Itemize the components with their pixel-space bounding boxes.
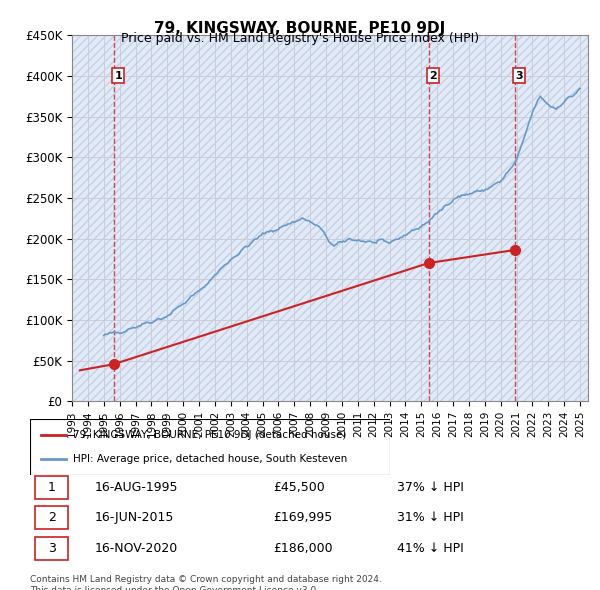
Text: 41% ↓ HPI: 41% ↓ HPI [397, 542, 464, 555]
Text: 37% ↓ HPI: 37% ↓ HPI [397, 481, 464, 494]
Text: 16-JUN-2015: 16-JUN-2015 [95, 511, 174, 525]
Bar [35, 537, 68, 560]
Text: 2: 2 [47, 511, 56, 525]
Text: Contains HM Land Registry data © Crown copyright and database right 2024.
This d: Contains HM Land Registry data © Crown c… [30, 575, 382, 590]
Text: 16-AUG-1995: 16-AUG-1995 [95, 481, 178, 494]
Bar [35, 476, 68, 499]
Text: 16-NOV-2020: 16-NOV-2020 [95, 542, 178, 555]
Text: 79, KINGSWAY, BOURNE, PE10 9DJ: 79, KINGSWAY, BOURNE, PE10 9DJ [154, 21, 446, 35]
Text: 1: 1 [115, 71, 122, 81]
Bar [35, 506, 68, 529]
Text: 79, KINGSWAY, BOURNE, PE10 9DJ (detached house): 79, KINGSWAY, BOURNE, PE10 9DJ (detached… [73, 430, 347, 440]
Text: £169,995: £169,995 [273, 511, 332, 525]
Text: HPI: Average price, detached house, South Kesteven: HPI: Average price, detached house, Sout… [73, 454, 347, 464]
Text: 2: 2 [430, 71, 437, 81]
Text: Price paid vs. HM Land Registry's House Price Index (HPI): Price paid vs. HM Land Registry's House … [121, 32, 479, 45]
Text: £186,000: £186,000 [273, 542, 332, 555]
Text: 3: 3 [515, 71, 523, 81]
Text: 31% ↓ HPI: 31% ↓ HPI [397, 511, 464, 525]
Text: £45,500: £45,500 [273, 481, 325, 494]
Text: 1: 1 [47, 481, 56, 494]
Text: 3: 3 [47, 542, 56, 555]
